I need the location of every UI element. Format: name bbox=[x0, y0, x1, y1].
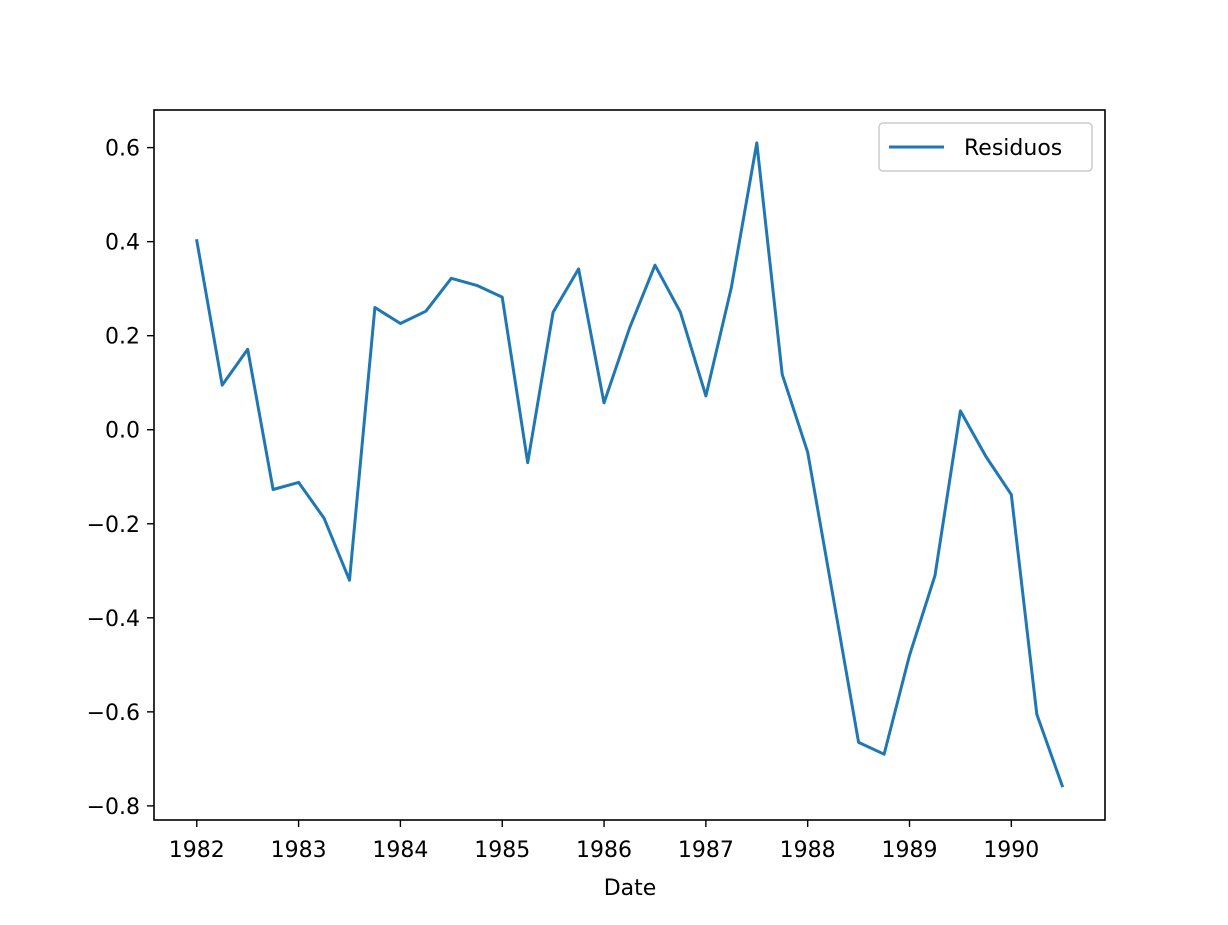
series-layer bbox=[195, 141, 1065, 788]
legend-label: Residuos bbox=[964, 136, 1062, 161]
data-point bbox=[628, 327, 631, 329]
data-point bbox=[857, 741, 860, 744]
x-axis-label: Date bbox=[604, 876, 657, 901]
data-point bbox=[374, 306, 376, 309]
data-point bbox=[730, 286, 733, 289]
y-tick-label: −0.6 bbox=[87, 701, 140, 726]
data-point bbox=[399, 322, 402, 325]
data-point bbox=[450, 277, 453, 280]
data-point bbox=[526, 461, 529, 464]
data-point bbox=[705, 395, 707, 397]
data-point bbox=[195, 239, 198, 242]
ticks-layer: 1982 1983 1984 1985 1986 1987 1988 1989 1990 0.6 0… bbox=[87, 137, 1040, 863]
data-point bbox=[806, 451, 809, 454]
y-tick-label: 0.4 bbox=[105, 231, 140, 256]
legend-box bbox=[878, 122, 1093, 172]
data-point bbox=[959, 410, 962, 412]
data-point bbox=[908, 654, 911, 657]
data-point bbox=[603, 402, 605, 404]
data-point bbox=[781, 373, 784, 376]
data-point bbox=[272, 488, 274, 491]
data-point bbox=[1010, 493, 1013, 496]
data-point bbox=[323, 517, 325, 519]
data-point bbox=[679, 311, 682, 313]
data-point bbox=[501, 296, 504, 298]
data-point bbox=[654, 264, 656, 266]
data-point bbox=[425, 310, 427, 313]
data-point bbox=[475, 284, 478, 287]
x-tick-label: 1984 bbox=[372, 838, 428, 863]
data-point bbox=[985, 455, 987, 458]
legend: Residuos bbox=[878, 122, 1093, 172]
x-tick-label: 1990 bbox=[983, 838, 1039, 863]
data-point bbox=[348, 579, 351, 581]
data-point bbox=[1035, 713, 1038, 716]
data-point bbox=[297, 481, 300, 484]
data-point bbox=[246, 348, 249, 351]
x-tick-label: 1983 bbox=[271, 838, 327, 863]
x-tick-label: 1985 bbox=[474, 838, 530, 863]
data-point bbox=[552, 311, 554, 313]
data-point bbox=[1061, 784, 1064, 787]
x-tick-label: 1989 bbox=[882, 838, 938, 863]
data-point bbox=[577, 268, 580, 270]
x-tick-label: 1988 bbox=[780, 838, 836, 863]
data-point bbox=[934, 574, 936, 577]
data-point bbox=[221, 384, 224, 386]
y-tick-label: 0.2 bbox=[105, 325, 140, 350]
x-tick-label: 1987 bbox=[678, 838, 734, 863]
x-tick-label: 1982 bbox=[169, 838, 225, 863]
y-tick-label: −0.4 bbox=[87, 607, 140, 632]
data-point bbox=[755, 142, 758, 144]
y-tick-label: 0.0 bbox=[105, 419, 140, 444]
y-tick-label: −0.2 bbox=[87, 513, 140, 538]
y-tick-label: 0.6 bbox=[105, 137, 140, 162]
data-point bbox=[883, 753, 885, 755]
x-tick-label: 1986 bbox=[576, 838, 632, 863]
data-point bbox=[832, 595, 834, 598]
plot-frame bbox=[153, 109, 1106, 821]
y-tick-label: −0.8 bbox=[87, 795, 140, 820]
